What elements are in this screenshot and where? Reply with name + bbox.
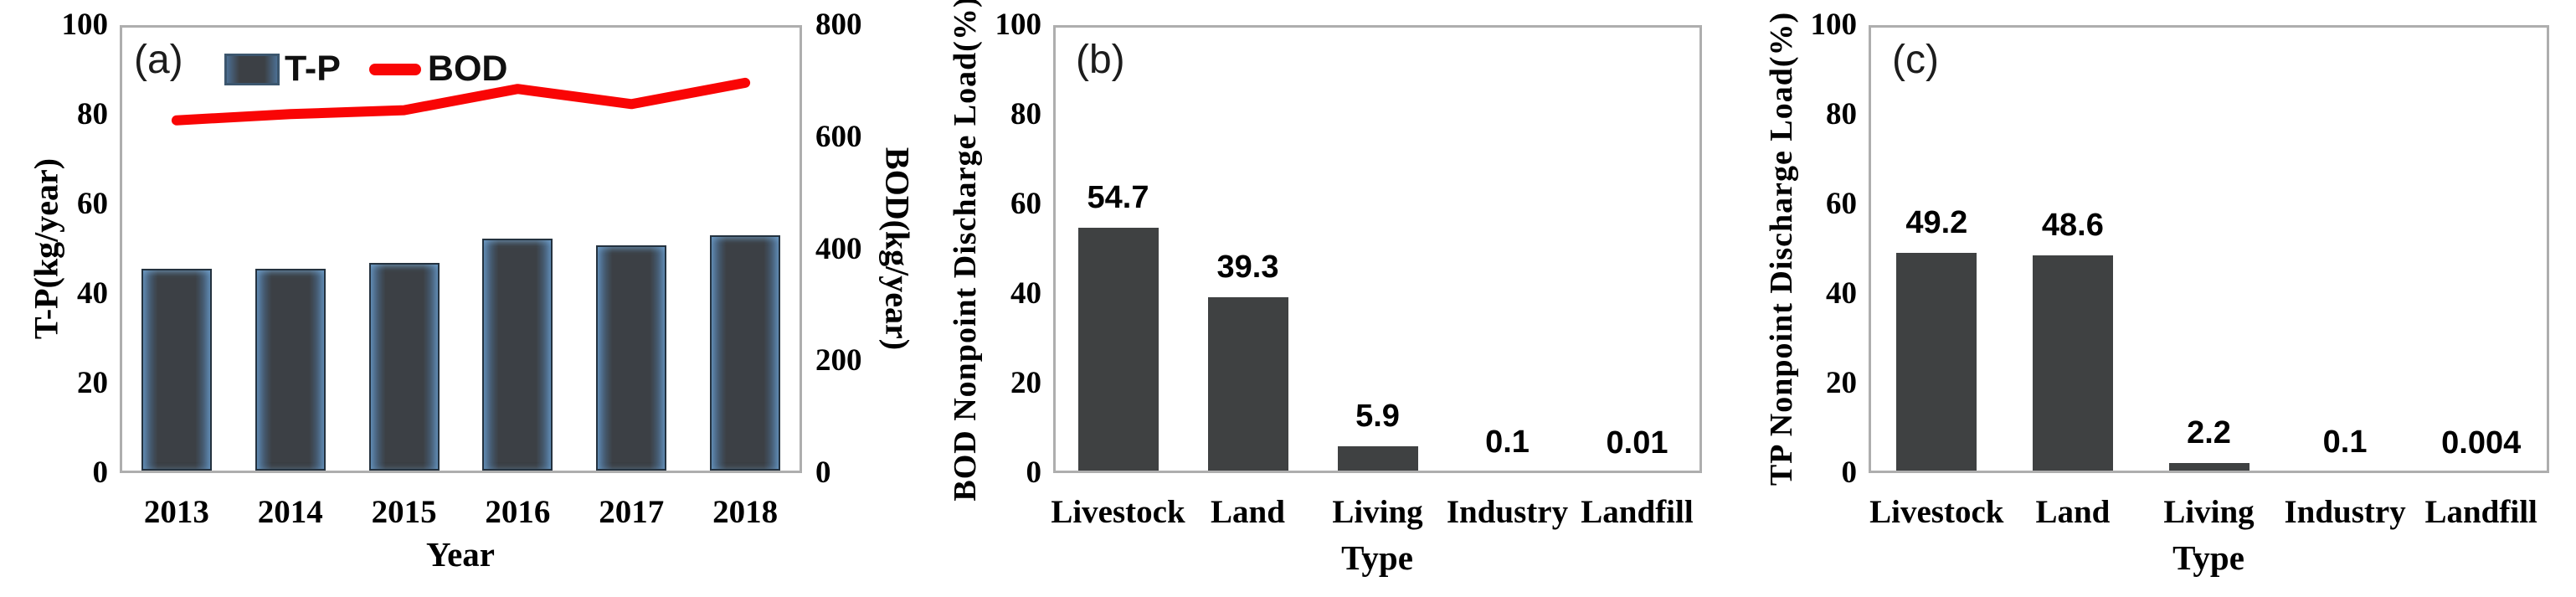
panel-c-label: (c) (1892, 38, 1939, 82)
x-label-landfill: Landfill (1581, 494, 1694, 530)
x-label-2014: 2014 (257, 494, 323, 530)
panel-a-label: (a) (134, 38, 183, 82)
value-label-land: 48.6 (2041, 207, 2104, 243)
bod-line (171, 77, 751, 126)
bar-land (1207, 296, 1288, 471)
y-tick-right-600: 600 (815, 119, 862, 154)
bar-livestock (1896, 252, 1977, 471)
y-tick-40: 40 (1010, 276, 1041, 311)
y-tick-80: 80 (1826, 97, 1857, 131)
bar-2013 (141, 269, 212, 471)
y-tick-20: 20 (1010, 366, 1041, 400)
bar-2016 (482, 239, 553, 471)
x-label-industry: Industry (1446, 494, 1569, 530)
plot-area-c (1869, 25, 2549, 473)
y-tick-40: 40 (1826, 276, 1857, 311)
x-label-2016: 2016 (485, 494, 551, 530)
legend-a: T-P BOD (224, 49, 507, 90)
legend-bod-line-swatch (368, 63, 421, 75)
bar-land (2032, 255, 2113, 471)
value-label-livestock: 54.7 (1087, 180, 1149, 216)
x-label-industry: Industry (2284, 494, 2406, 530)
y-tick-0: 0 (1026, 455, 1042, 490)
y-tick-80: 80 (1010, 97, 1041, 131)
bar-2017 (596, 245, 667, 471)
y-tick-100: 100 (995, 8, 1042, 42)
y-tick-80: 80 (77, 97, 108, 131)
axis-title-type-b: Type (1341, 538, 1413, 577)
x-label-2013: 2013 (143, 494, 209, 530)
value-label-living: 2.2 (2187, 415, 2231, 451)
bar-living (1337, 446, 1418, 471)
bar-2014 (255, 269, 326, 471)
x-label-land: Land (2035, 494, 2111, 530)
y-tick-right-200: 200 (815, 343, 862, 378)
value-label-living: 5.9 (1355, 399, 1400, 435)
bar-livestock (1077, 228, 1159, 471)
y-tick-0: 0 (92, 455, 109, 490)
y-tick-20: 20 (1826, 366, 1857, 400)
y-tick-20: 20 (77, 366, 108, 400)
bar-2015 (368, 263, 440, 471)
x-label-livestock: Livestock (1051, 494, 1185, 530)
bod-line-path (171, 77, 751, 126)
axis-title-year: Year (426, 535, 495, 574)
y-tick-60: 60 (77, 187, 108, 221)
y-tick-40: 40 (77, 276, 108, 311)
panel-b-label: (b) (1076, 38, 1125, 82)
x-label-2017: 2017 (599, 494, 665, 530)
x-label-living: Living (2163, 494, 2255, 530)
x-label-2015: 2015 (371, 494, 437, 530)
y-tick-right-400: 400 (815, 231, 862, 266)
y-tick-100: 100 (1810, 8, 1858, 42)
plot-area-b (1053, 25, 1702, 473)
value-label-landfill: 0.01 (1606, 425, 1668, 461)
x-label-livestock: Livestock (1869, 494, 2004, 530)
legend-bod-label: BOD (427, 49, 508, 89)
bar-2018 (710, 235, 781, 471)
y-tick-right-0: 0 (815, 455, 831, 490)
x-label-landfill: Landfill (2424, 494, 2537, 530)
x-label-living: Living (1332, 494, 1423, 530)
axis-title-type-c: Type (2172, 538, 2244, 577)
value-label-livestock: 49.2 (1905, 204, 1968, 240)
legend-tp-swatch (224, 53, 280, 85)
bar-living (2168, 463, 2250, 471)
x-label-2018: 2018 (712, 494, 779, 530)
value-label-land: 39.3 (1216, 249, 1279, 285)
axis-title-tp-nonpoint: TP Nonpoint Discharge Load(%) (1764, 11, 1799, 486)
y-tick-right-800: 800 (815, 8, 862, 42)
y-tick-100: 100 (61, 8, 109, 42)
y-tick-60: 60 (1010, 187, 1041, 221)
axis-title-bod-nonpoint: BOD Nonpoint Discharge Load(%) (948, 0, 983, 502)
value-label-industry: 0.1 (2322, 425, 2368, 461)
value-label-industry: 0.1 (1485, 425, 1530, 461)
y-tick-60: 60 (1826, 187, 1857, 221)
legend-tp-label: T-P (285, 49, 341, 89)
value-label-landfill: 0.004 (2441, 425, 2522, 461)
x-label-land: Land (1211, 494, 1285, 530)
y-tick-0: 0 (1841, 455, 1858, 490)
